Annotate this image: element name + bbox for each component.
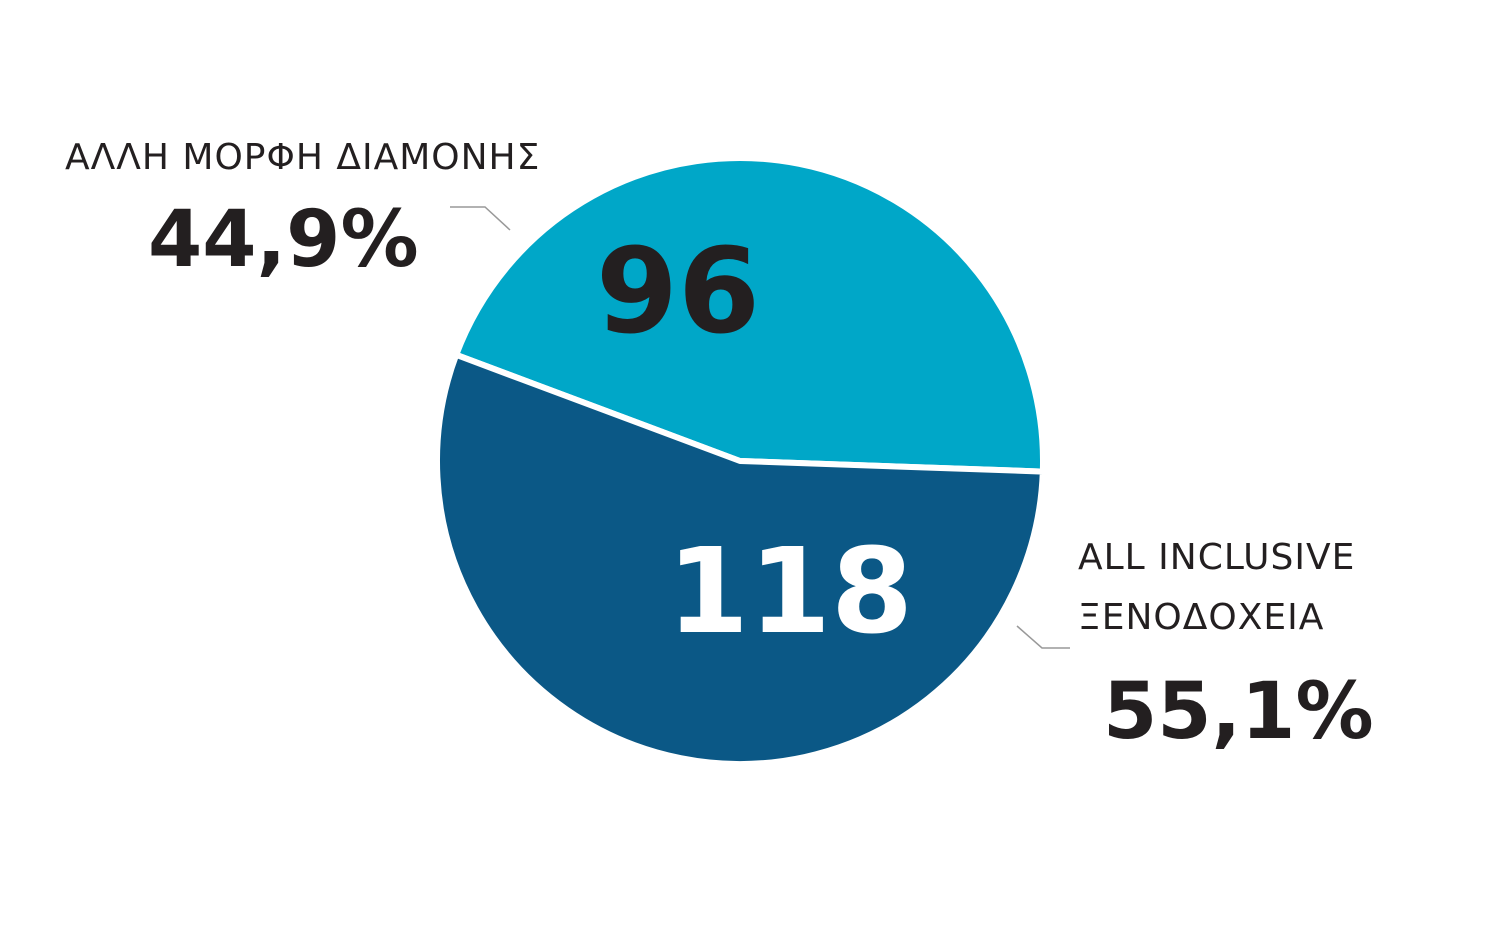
pie-slice: [434, 351, 1046, 767]
leader-line: [1016, 625, 1070, 649]
value-label: 96: [596, 222, 760, 360]
pie-slice: [453, 155, 1046, 475]
share-label: 55,1%: [1103, 667, 1374, 757]
value-label: 118: [667, 522, 913, 660]
category-label: ALL INCLUSIVE ΞΕΝΟΔΟΧΕΙΑ: [1078, 537, 1356, 638]
leader-line: [450, 206, 511, 231]
category-label: ΑΛΛΗ ΜΟΡΦΗ ΔΙΑΜΟΝΗΣ: [65, 137, 541, 178]
share-label: 44,9%: [148, 195, 419, 285]
